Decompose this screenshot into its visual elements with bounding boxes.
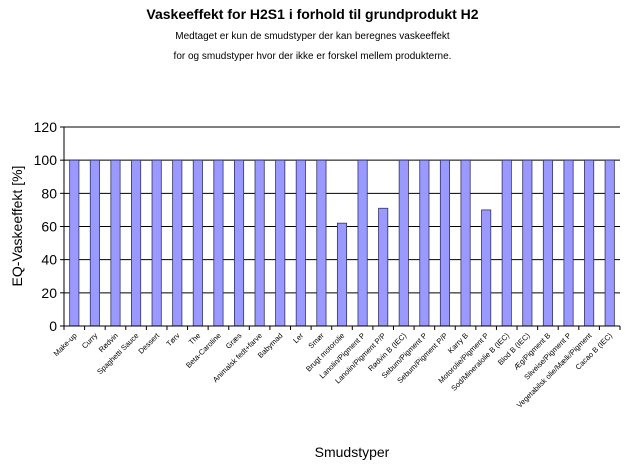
axes [60,126,621,330]
bar-27 [604,159,615,327]
bar-13 [316,159,327,327]
bar-4 [131,159,142,327]
y-tick-label: 80 [41,185,57,201]
chart-subtitle-line-2: for og smudstyper hvor der ikke er forsk… [173,51,452,62]
bar-26 [584,159,595,327]
x-tick-label: Ler [291,331,305,345]
bar-25 [563,159,574,327]
x-tick-label: Tørv [164,331,181,348]
y-tick-label: 20 [41,285,57,301]
bar-17 [398,159,409,327]
y-tick-labels: 0 20 40 60 80 100 120 [34,119,58,334]
x-tick-label: Dessert [136,330,161,355]
bar-3 [110,159,121,327]
bar-21 [481,209,492,327]
bar-14 [336,222,348,327]
y-tick-label: 0 [49,318,57,334]
y-tick-label: 100 [34,152,58,168]
x-tick-label: The [187,331,203,347]
bar-19 [439,159,450,327]
bar-10 [254,159,265,327]
bar-2 [89,159,100,327]
bar-22 [501,159,512,327]
bar-11 [275,159,286,327]
bar-15 [357,159,368,327]
bar-7 [192,159,203,327]
bar-16 [378,207,389,327]
bar-5 [151,159,162,327]
bar-1 [69,159,80,327]
y-tick-label: 60 [41,219,57,235]
bar-6 [172,159,183,327]
bar-18 [419,159,430,327]
bar-20 [460,159,471,327]
bar-24 [542,159,553,327]
bar-9 [233,159,245,327]
chart-subtitle-line-1: Medtaget er kun de smudstyper der kan be… [175,31,450,42]
y-tick-label: 40 [41,252,57,268]
bar-12 [295,159,306,327]
y-axis-label: EQ-Vaskeeffekt [%] [9,166,25,287]
bars [69,159,615,327]
chart-title: Vaskeeffekt for H2S1 i forhold til grund… [146,6,479,22]
x-axis-label: Smudstyper [315,444,390,460]
bar-8 [213,159,224,327]
bar-23 [522,159,533,327]
y-tick-label: 120 [34,119,58,135]
x-tick-label: Make-up [52,331,79,358]
